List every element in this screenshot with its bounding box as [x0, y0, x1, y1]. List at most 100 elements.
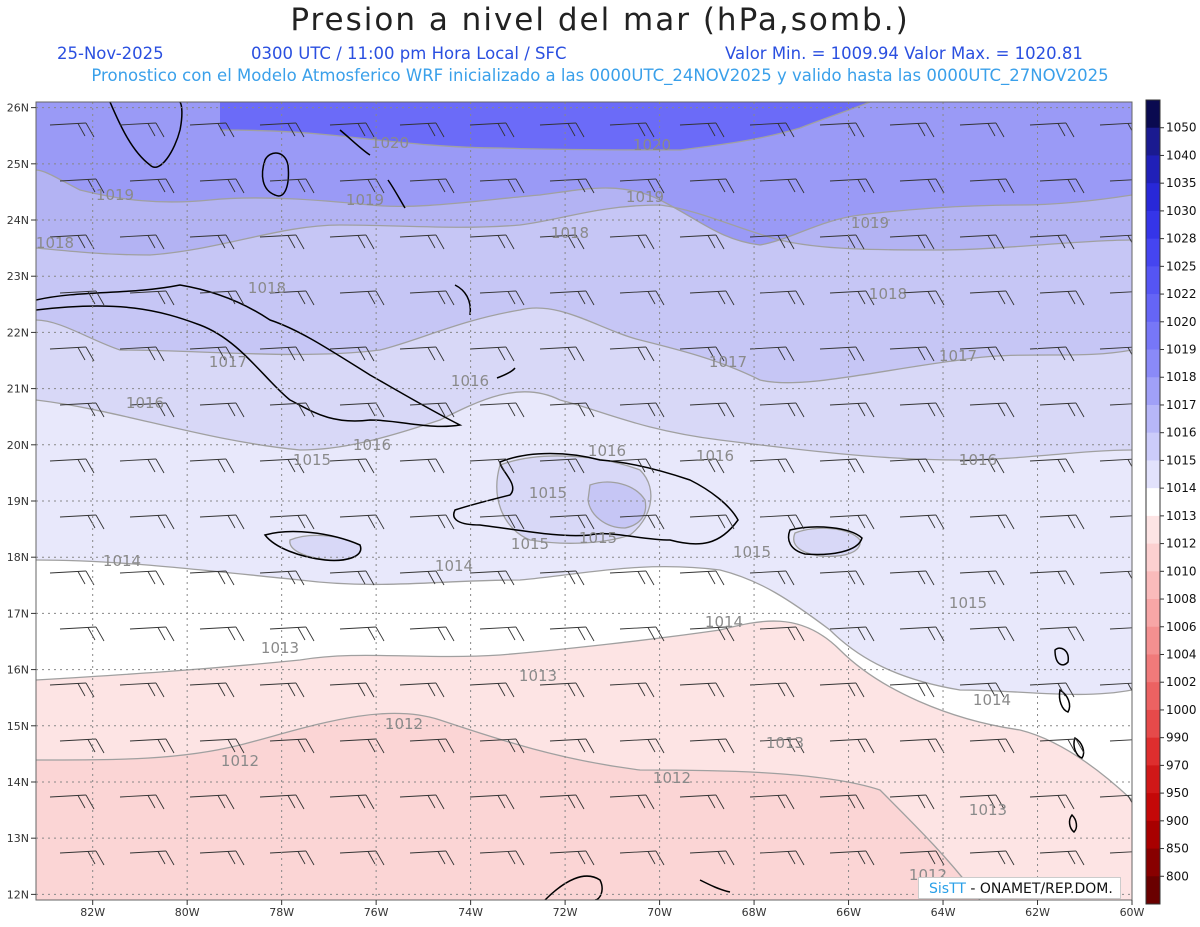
colorbar-swatch	[1146, 321, 1160, 351]
wind-barb	[259, 794, 305, 810]
colorbar-swatch	[1146, 876, 1160, 905]
colorbar-label: 1022	[1166, 287, 1197, 301]
contour-label: 1015	[511, 535, 549, 553]
wind-barb	[969, 738, 1015, 754]
colorbar-label: 1019	[1166, 343, 1197, 357]
contour-label: 1013	[766, 734, 804, 752]
isobar-lines	[36, 102, 1132, 900]
colorbar-label: 1030	[1166, 204, 1197, 218]
lat-label: 23N	[7, 270, 29, 283]
colorbar-swatch	[1146, 765, 1160, 794]
colorbar-swatch	[1146, 404, 1160, 434]
colorbar-swatch	[1146, 571, 1160, 600]
coast-bahamas-long	[454, 284, 472, 316]
lon-label: 66W	[836, 906, 861, 919]
wind-barb	[269, 514, 315, 530]
wind-barb	[749, 794, 795, 810]
colorbar-label: 1015	[1166, 453, 1197, 467]
contour-label: 1015	[949, 594, 987, 612]
contour-label: 1016	[353, 436, 391, 454]
contour-label: 1014	[705, 613, 743, 631]
wind-barb	[899, 850, 945, 866]
wind-barb	[889, 122, 935, 138]
wind-barb	[609, 346, 655, 362]
wind-barb	[469, 458, 515, 474]
wind-barb	[829, 738, 875, 754]
coast-bahamas-eleuthera	[387, 179, 406, 209]
wind-barb	[539, 458, 585, 474]
wind-barb	[409, 514, 455, 530]
longitude-labels: 82W 80W 78W 76W 74W 72W 70W 68W 66W 64W 62W 60W	[80, 900, 1145, 919]
wind-barb	[969, 626, 1015, 642]
wind-barb	[609, 570, 655, 586]
wind-barb	[259, 458, 305, 474]
colorbar-swatch	[1146, 183, 1160, 212]
wind-barb	[119, 346, 165, 362]
wind-barb	[829, 402, 875, 418]
contour-labels: 1020 1020 1019 1019 1019 1019 1018 1018 1018 1018…	[36, 134, 1011, 884]
wind-barb	[829, 626, 875, 642]
contour-label: 1015	[733, 543, 771, 561]
colorbar-label: 1004	[1166, 647, 1197, 661]
wind-barb	[1029, 570, 1075, 586]
wind-barb	[199, 402, 245, 418]
wind-barb	[969, 178, 1015, 194]
wind-barb	[49, 682, 95, 698]
wind-barb	[469, 346, 515, 362]
wind-barb	[1029, 234, 1075, 250]
wind-barb	[749, 682, 795, 698]
colorbar-label: 1028	[1166, 232, 1197, 246]
lon-label: 80W	[175, 906, 200, 919]
contour-label: 1018	[248, 279, 286, 297]
wind-barb	[969, 850, 1015, 866]
wind-barb	[129, 178, 175, 194]
contour-label: 1013	[261, 639, 299, 657]
wind-barb	[890, 907, 934, 921]
wind-barb	[479, 850, 525, 866]
wind-barb	[689, 626, 735, 642]
coast-turks	[496, 367, 516, 379]
wind-barb	[269, 850, 315, 866]
coast-puerto-rico	[787, 526, 863, 556]
wind-barb	[819, 346, 865, 362]
lat-label: 13N	[7, 832, 29, 845]
colorbar-label: 850	[1166, 842, 1189, 856]
wind-barb	[119, 234, 165, 250]
lat-label: 19N	[7, 495, 29, 508]
wind-barb	[129, 514, 175, 530]
wind-barb	[49, 794, 95, 810]
wind-barb	[329, 794, 375, 810]
contour-label: 1013	[969, 801, 1007, 819]
wind-barb	[679, 682, 725, 698]
wind-barb	[329, 682, 375, 698]
colorbar-frame	[1145, 99, 1161, 905]
wind-barb	[819, 458, 865, 474]
wind-barb	[189, 122, 235, 138]
wind-barb	[819, 794, 865, 810]
wind-barb	[129, 850, 175, 866]
colorbar-label: 1018	[1166, 370, 1197, 384]
wind-barb	[1039, 290, 1085, 306]
wind-barb	[329, 346, 375, 362]
colorbar-label: 900	[1166, 814, 1189, 828]
wind-barb	[269, 290, 315, 306]
colorbar-swatch	[1146, 377, 1160, 406]
lat-label: 18N	[7, 551, 29, 564]
wind-barb	[689, 178, 735, 194]
wind-barb	[479, 738, 525, 754]
colorbar-label: 1013	[1166, 509, 1197, 523]
coast-venezuela	[544, 875, 603, 900]
contour-label: 1016	[126, 394, 164, 412]
min-max-values: Valor Min. = 1009.94 Valor Max. = 1020.8…	[725, 44, 1083, 63]
colorbar-label: 1025	[1166, 259, 1197, 273]
wind-barb	[759, 626, 805, 642]
wind-barb	[199, 178, 245, 194]
contour-label: 1015	[293, 451, 331, 469]
colorbar-swatch	[1146, 515, 1160, 545]
wind-barb	[1039, 402, 1085, 418]
wind-barb	[959, 458, 1005, 474]
wind-barb	[479, 514, 525, 530]
wind-barb	[759, 850, 805, 866]
wind-barb	[119, 682, 165, 698]
wind-barb	[339, 626, 385, 642]
